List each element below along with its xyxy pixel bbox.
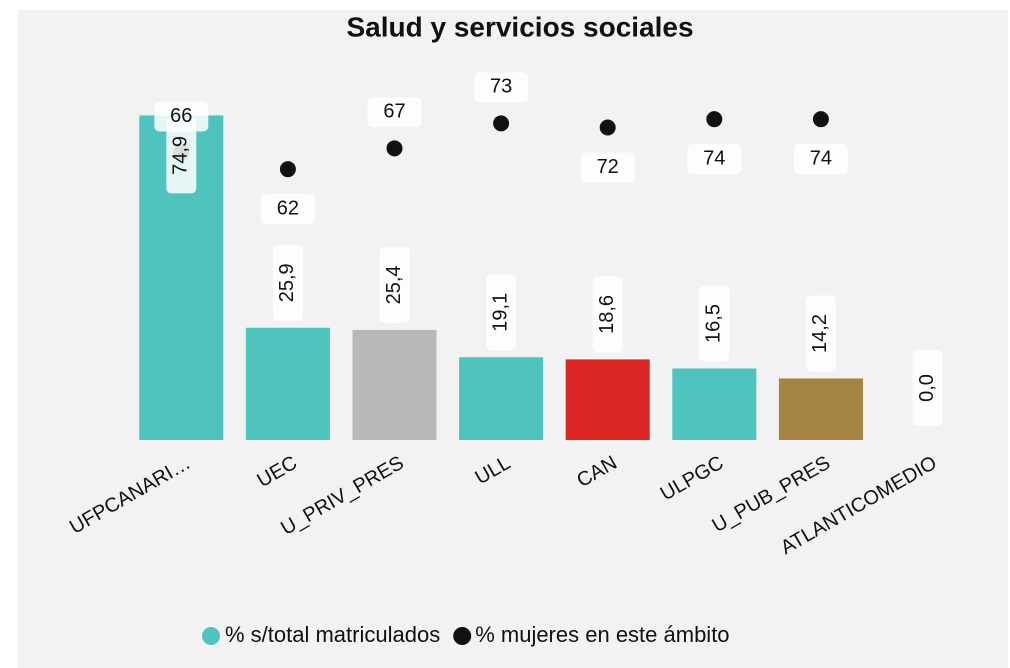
dot <box>279 161 296 178</box>
dot-value-label: 74 <box>703 147 725 169</box>
label-box <box>793 144 848 175</box>
bar <box>778 378 863 440</box>
bar <box>245 327 330 440</box>
label-box <box>699 285 730 362</box>
dot-value-label: 73 <box>490 76 512 98</box>
label-box <box>805 295 836 372</box>
label-box <box>260 194 315 225</box>
dot-value-label: 62 <box>277 197 299 219</box>
dot-value-label: 67 <box>383 101 405 123</box>
bar <box>459 357 544 440</box>
label-box <box>379 246 410 323</box>
dot-value-label: 72 <box>597 156 619 178</box>
label-box <box>474 72 529 103</box>
label-box <box>687 144 742 175</box>
legend-label: % mujeres en este ámbito <box>475 622 729 647</box>
dot-value-label: 66 <box>170 105 192 127</box>
bar-value-label: 25,9 <box>276 263 298 302</box>
dot <box>386 140 403 157</box>
bar-value-label: 25,4 <box>383 265 405 304</box>
bar-value-label: 0,0 <box>916 374 938 402</box>
label-box <box>486 274 517 351</box>
label-box <box>272 244 303 321</box>
bar <box>352 329 437 440</box>
bar-value-label: 19,1 <box>489 293 511 332</box>
label-box <box>367 97 422 128</box>
legend-label: % s/total matriculados <box>225 622 440 647</box>
bar-value-label: 18,6 <box>596 295 618 334</box>
bar-value-label: 74,9 <box>170 136 192 175</box>
legend-swatch <box>202 627 220 645</box>
label-box <box>592 276 623 353</box>
dot <box>493 115 510 132</box>
dot <box>706 111 723 128</box>
label-box <box>154 101 209 132</box>
dot <box>812 111 829 128</box>
legend-swatch <box>453 627 472 645</box>
bar-value-label: 14,2 <box>809 314 831 353</box>
label-box <box>166 117 197 194</box>
bar-value-label: 16,5 <box>703 304 725 343</box>
dot <box>599 119 616 136</box>
label-box <box>580 152 635 183</box>
dot-value-label: 74 <box>810 147 832 169</box>
chart-title: Salud y servicios sociales <box>346 11 693 42</box>
label-box <box>912 350 943 426</box>
bar <box>565 359 650 440</box>
bar <box>672 368 757 440</box>
